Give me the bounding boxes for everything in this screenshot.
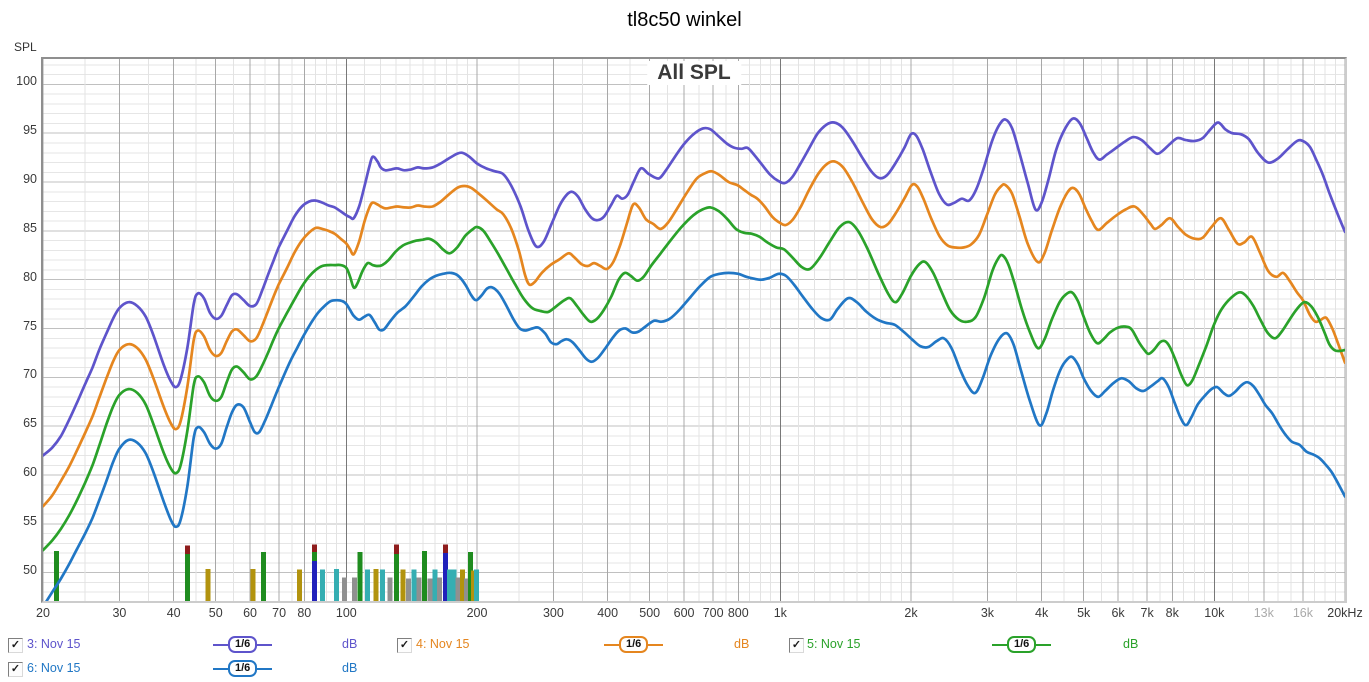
y-tick-label: 85	[23, 220, 37, 235]
x-tick-label: 50	[208, 606, 223, 620]
x-tick-label: 20kHz	[1327, 606, 1363, 620]
smoothing-value: 1/6	[228, 636, 258, 653]
x-tick-label: 8k	[1165, 606, 1179, 620]
x-tick-label: 30	[112, 606, 127, 620]
unit-label: dB	[1123, 637, 1139, 651]
y-tick-label: 95	[23, 123, 37, 138]
x-tick-label: 3k	[980, 606, 995, 620]
spl-curve	[43, 205, 1345, 552]
y-axis-title: SPL	[14, 40, 37, 54]
y-tick-label: 60	[23, 465, 37, 480]
x-tick-label: 1k	[773, 606, 787, 620]
smoothing-indicator: 1/6	[992, 636, 1052, 653]
trace-line	[1036, 643, 1052, 646]
x-tick-label: 400	[597, 606, 619, 620]
x-tick-label: 16k	[1292, 606, 1314, 620]
unit-label: dB	[342, 637, 358, 651]
x-tick-label: 13k	[1253, 606, 1274, 620]
y-tick-label: 50	[23, 562, 37, 577]
x-tick-label: 200	[466, 606, 488, 620]
x-tick-label: 60	[243, 606, 258, 620]
trace-line	[213, 667, 228, 670]
y-tick-label: 100	[16, 74, 37, 89]
trace-line	[257, 667, 273, 670]
x-tick-label: 500	[639, 606, 661, 620]
y-tick-label: 55	[23, 513, 37, 528]
smoothing-indicator: 1/6	[213, 660, 273, 677]
graph-title: All SPL	[647, 61, 741, 85]
smoothing-indicator: 1/6	[604, 636, 664, 653]
y-tick-label: 75	[23, 318, 37, 333]
measurement-checkbox[interactable]: ✓	[8, 662, 23, 677]
measurement-label[interactable]: 6: Nov 15	[27, 661, 81, 675]
measurement-checkbox[interactable]: ✓	[397, 638, 412, 653]
trace-line	[648, 643, 664, 646]
trace-line	[213, 643, 228, 646]
measurement-checkbox[interactable]: ✓	[789, 638, 804, 653]
x-tick-label: 100	[335, 606, 357, 620]
measurement-checkbox[interactable]: ✓	[8, 638, 23, 653]
trace-line	[604, 643, 619, 646]
x-tick-label: 7k	[1140, 606, 1154, 620]
spl-curve	[43, 117, 1345, 457]
smoothing-value: 1/6	[1007, 636, 1037, 653]
x-tick-label: 600	[673, 606, 695, 620]
measurement-label[interactable]: 3: Nov 15	[27, 637, 81, 651]
measurement-label[interactable]: 4: Nov 15	[416, 637, 470, 651]
spl-graph-area[interactable]: All SPL	[41, 57, 1347, 603]
x-tick-label: 10k	[1204, 606, 1225, 620]
trace-line	[992, 643, 1007, 646]
x-tick-label: 300	[542, 606, 564, 620]
x-tick-label: 2k	[904, 606, 918, 620]
x-tick-label: 20	[36, 606, 50, 620]
x-tick-label: 5k	[1077, 606, 1091, 620]
smoothing-value: 1/6	[619, 636, 649, 653]
smoothing-indicator: 1/6	[213, 636, 273, 653]
page-title: tl8c50 winkel	[627, 9, 742, 31]
spl-curve	[45, 271, 1345, 601]
unit-label: dB	[342, 661, 358, 675]
measurement-label[interactable]: 5: Nov 15	[807, 637, 861, 651]
trace-line	[257, 643, 273, 646]
spl-plot	[43, 59, 1345, 601]
x-tick-label: 70	[272, 606, 287, 620]
x-tick-label: 4k	[1035, 606, 1049, 620]
y-tick-label: 90	[23, 172, 37, 187]
x-tick-label: 80	[297, 606, 312, 620]
y-tick-label: 80	[23, 269, 37, 284]
unit-label: dB	[734, 637, 750, 651]
x-tick-label: 40	[166, 606, 181, 620]
x-tick-label: 6k	[1111, 606, 1125, 620]
y-tick-label: 70	[23, 367, 37, 382]
smoothing-value: 1/6	[228, 660, 258, 677]
y-tick-label: 65	[23, 416, 37, 431]
x-tick-label: 700	[702, 606, 724, 620]
x-tick-label: 800	[727, 606, 749, 620]
spl-curve	[43, 159, 1345, 508]
